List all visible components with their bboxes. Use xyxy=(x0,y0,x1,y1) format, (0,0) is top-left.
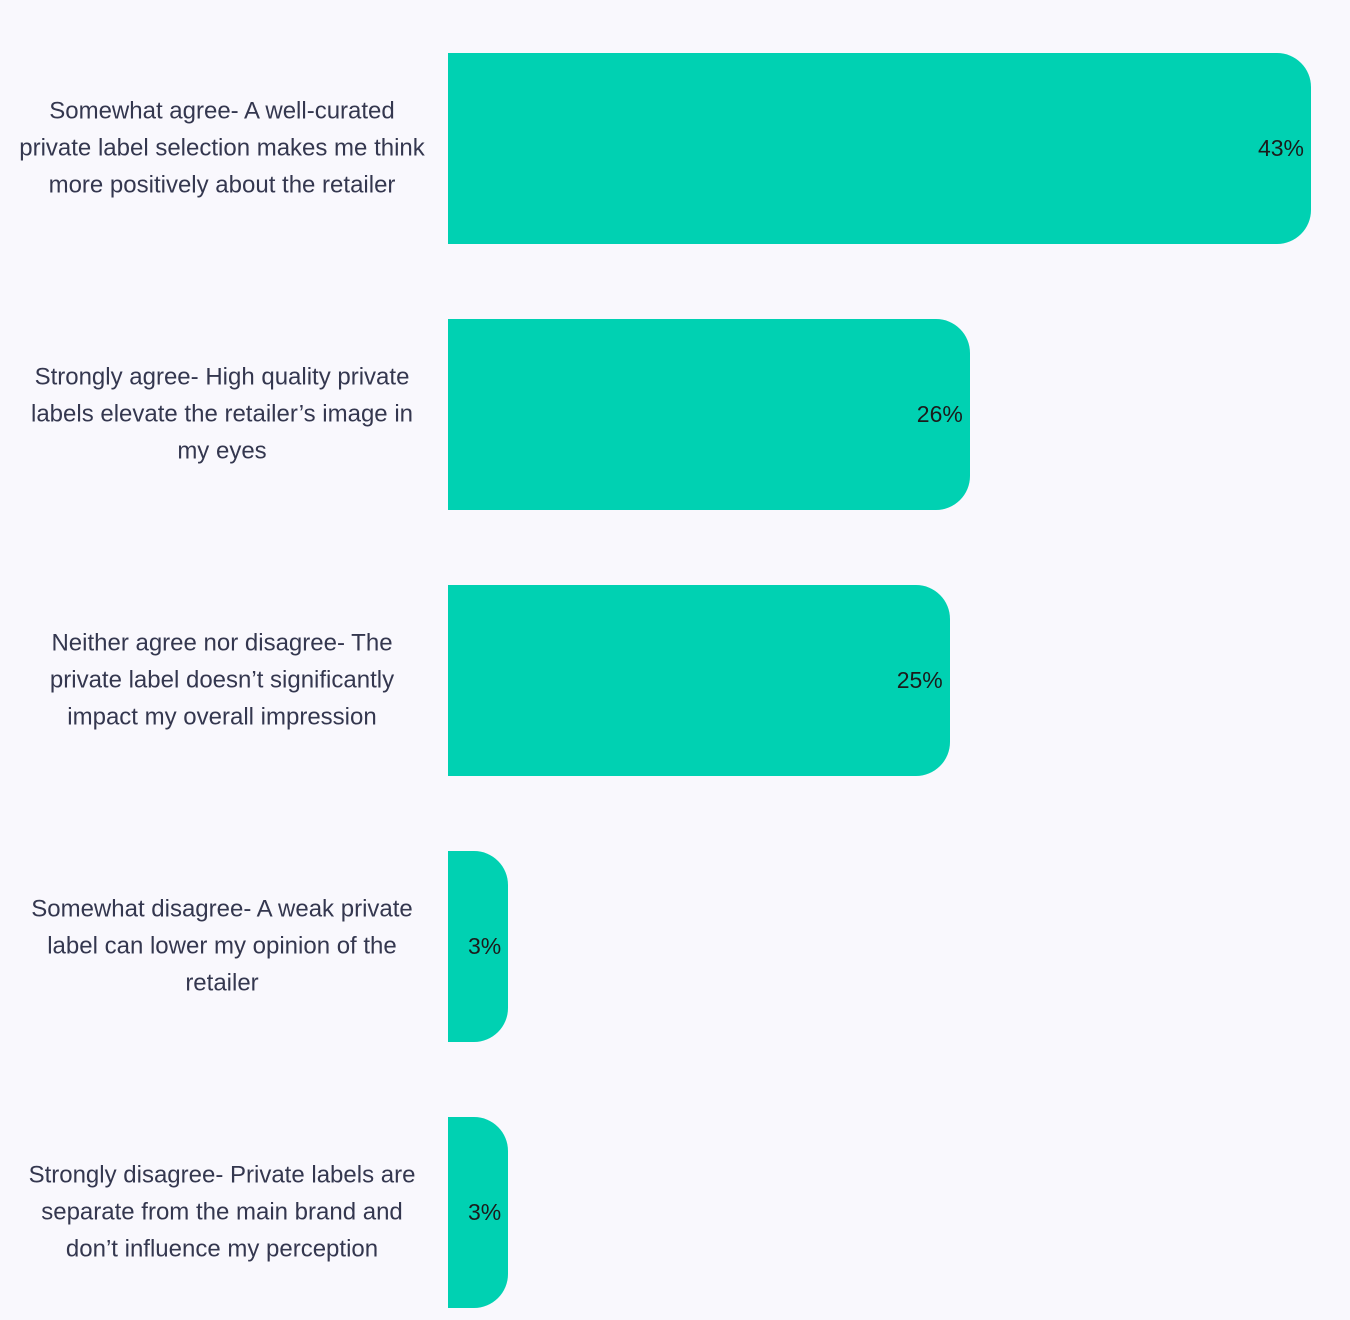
bar xyxy=(448,851,509,1042)
category-label: Somewhat agree- A well-curated private l… xyxy=(19,97,425,199)
bar xyxy=(448,53,1311,244)
category-label: Neither agree nor disagree- The private … xyxy=(49,629,395,731)
data-label: 3% xyxy=(467,1199,502,1225)
category-label: Strongly agree- High quality private lab… xyxy=(31,363,413,465)
category-label: Somewhat disagree- A weak private label … xyxy=(31,895,413,997)
bar xyxy=(448,1117,509,1308)
data-label: 3% xyxy=(467,933,502,959)
bar xyxy=(448,585,950,776)
bar xyxy=(448,319,970,510)
data-label: 25% xyxy=(896,667,943,693)
data-label: 26% xyxy=(916,401,963,427)
category-label: Strongly disagree- Private labels are se… xyxy=(28,1161,416,1263)
data-label: 43% xyxy=(1257,135,1304,161)
